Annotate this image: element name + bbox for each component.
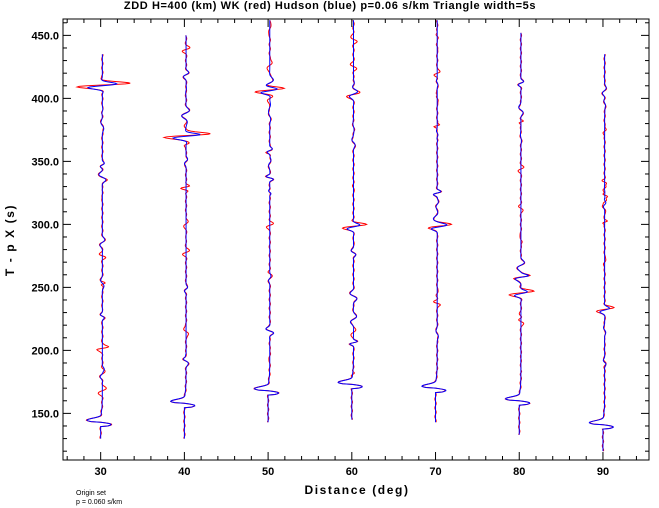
- y-tick-label: 450.0: [31, 30, 59, 42]
- x-tick-label: 70: [429, 466, 441, 478]
- wk-trace-30: [75, 54, 131, 439]
- y-axis: 150.0 200.0 250.0 300.0 350.0 400.0 450.0: [31, 22, 649, 452]
- x-axis: 30 40 50 60 70 80 90: [66, 19, 637, 478]
- wk-trace-60: [337, 20, 368, 420]
- hudson-trace-40: [169, 35, 201, 439]
- hudson-trace-30: [86, 54, 119, 439]
- chart-title: ZDD H=400 (km) WK (red) Hudson (blue) p=…: [124, 0, 536, 12]
- x-tick-label: 60: [346, 466, 358, 478]
- footer-origin-note: Origin set: [76, 490, 106, 497]
- x-tick-label: 90: [597, 466, 609, 478]
- x-tick-label: 50: [262, 466, 274, 478]
- hudson-trace-60: [337, 20, 363, 420]
- hudson-trace-50: [253, 20, 280, 423]
- x-tick-label: 30: [95, 466, 107, 478]
- wk-trace-90: [589, 54, 616, 452]
- y-axis-label: T - p X (s): [3, 204, 17, 276]
- hudson-trace-80: [504, 32, 531, 435]
- hudson-trace-70: [421, 20, 448, 423]
- y-tick-label: 350.0: [31, 156, 59, 168]
- plot-frame: [62, 18, 650, 461]
- x-tick-label: 40: [178, 466, 190, 478]
- trace-group: [75, 20, 616, 452]
- y-tick-label: 300.0: [31, 219, 59, 231]
- wk-trace-40: [162, 35, 211, 439]
- y-tick-label: 250.0: [31, 282, 59, 294]
- footer-ray-parameter-note: p = 0.060 s/km: [76, 499, 122, 506]
- y-tick-label: 150.0: [31, 408, 59, 420]
- x-axis-label: Distance (deg): [304, 483, 409, 497]
- y-tick-label: 200.0: [31, 345, 59, 357]
- wk-trace-50: [253, 20, 286, 423]
- wk-trace-80: [504, 32, 536, 435]
- y-tick-label: 400.0: [31, 93, 59, 105]
- x-tick-label: 80: [513, 466, 525, 478]
- hudson-trace-90: [588, 54, 614, 452]
